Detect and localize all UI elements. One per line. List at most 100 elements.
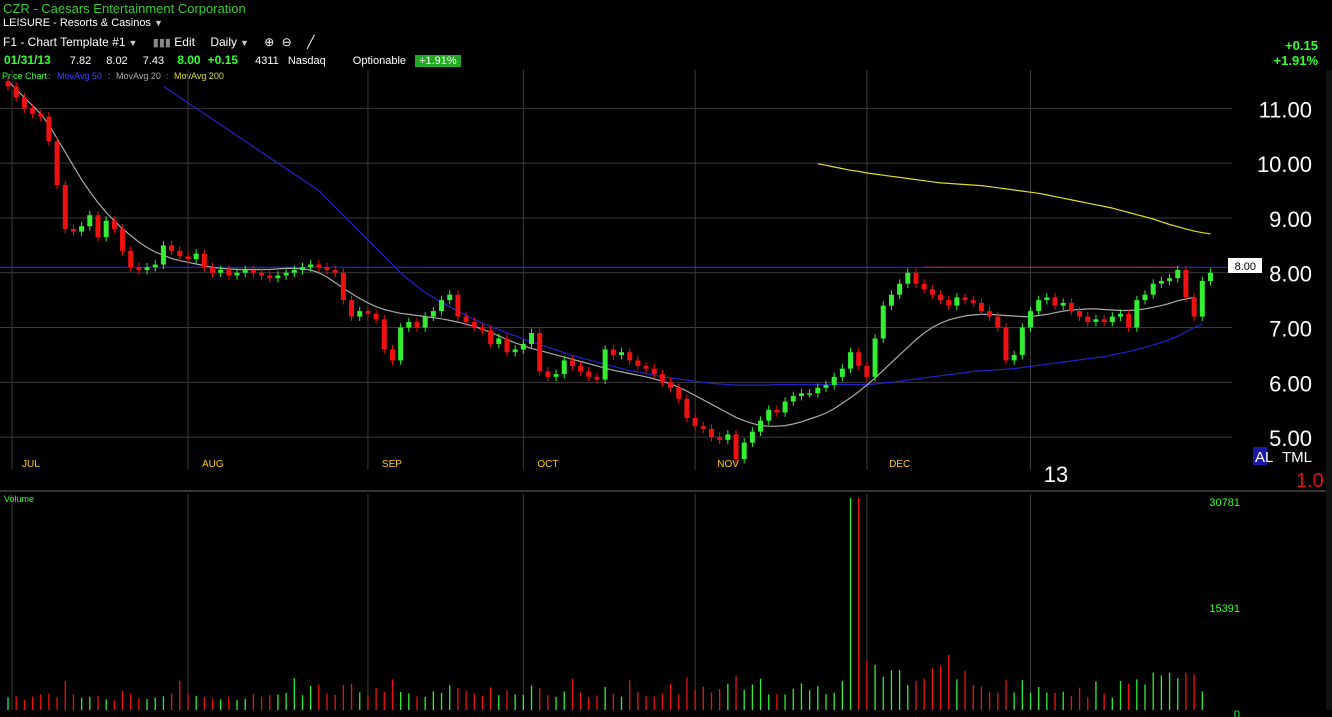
- legend-price: Price Chart: [2, 71, 48, 81]
- header: CZR - Caesars Entertainment Corporation …: [0, 0, 1332, 70]
- candle-body: [888, 294, 894, 306]
- candle: [46, 112, 52, 146]
- change-summary: +0.15 +1.91%: [1274, 38, 1318, 68]
- template-selector[interactable]: F1 - Chart Template #1 ▼: [3, 35, 137, 49]
- candle: [1011, 350, 1017, 365]
- scrollbar[interactable]: [1326, 70, 1332, 710]
- candle-body: [250, 270, 256, 273]
- candle-body: [169, 245, 175, 251]
- candle: [463, 312, 469, 327]
- right-change-pct: +1.91%: [1273, 53, 1318, 68]
- legend-ma20: MovAvg 20: [116, 71, 161, 81]
- candle: [610, 345, 616, 360]
- candle: [815, 383, 821, 398]
- zoom-out-icon[interactable]: ⊖: [281, 35, 292, 49]
- candle-body: [496, 338, 502, 344]
- candle: [643, 361, 649, 374]
- candle-body: [324, 267, 330, 270]
- candle-body: [749, 431, 755, 443]
- candle-body: [553, 374, 559, 377]
- candle-body: [398, 327, 404, 361]
- candle: [185, 251, 191, 264]
- candle: [1101, 314, 1107, 327]
- candle: [87, 210, 93, 231]
- candle: [790, 391, 796, 406]
- candle-body: [790, 396, 796, 402]
- candle-body: [1011, 354, 1017, 361]
- candle-body: [128, 250, 134, 268]
- candle-body: [430, 311, 436, 317]
- candle-body: [447, 294, 453, 301]
- candle-body: [275, 275, 281, 279]
- candle-body: [684, 398, 690, 418]
- candle-body: [1068, 302, 1074, 312]
- candle: [299, 262, 305, 275]
- period-selector[interactable]: Daily ▼: [210, 35, 249, 49]
- candle-body: [741, 442, 747, 460]
- candle: [807, 388, 813, 398]
- candle: [160, 240, 166, 269]
- candle-body: [962, 297, 968, 301]
- candle-body: [283, 272, 289, 276]
- candle: [1036, 295, 1042, 316]
- candle: [1126, 309, 1132, 332]
- sector-label: LEISURE - Resorts & Casinos: [3, 17, 151, 29]
- candle: [978, 298, 984, 316]
- candle: [1117, 309, 1123, 321]
- candle: [234, 268, 240, 280]
- candle: [283, 268, 289, 280]
- candle-body: [340, 272, 346, 301]
- candle: [1158, 276, 1164, 289]
- zoom-in-icon[interactable]: ⊕: [264, 35, 275, 49]
- candle-body: [95, 215, 101, 238]
- candle: [471, 317, 477, 332]
- candle-body: [921, 283, 927, 290]
- al-button[interactable]: AL: [1255, 449, 1273, 466]
- candle-body: [529, 333, 535, 344]
- candle-body: [807, 393, 813, 395]
- candle-body: [30, 108, 36, 114]
- candle: [954, 293, 960, 310]
- candle-body: [1183, 270, 1189, 298]
- candle-body: [471, 322, 477, 328]
- candle-body: [299, 267, 305, 270]
- candle-body: [70, 228, 76, 232]
- candle: [398, 323, 404, 365]
- candle: [848, 347, 854, 374]
- candle-body: [798, 393, 804, 397]
- quote-high: 8.02: [106, 55, 128, 67]
- candle-body: [659, 374, 665, 383]
- candle: [602, 345, 608, 384]
- candle-body: [136, 267, 142, 270]
- sector-selector[interactable]: LEISURE - Resorts & Casinos ▼: [3, 17, 163, 29]
- candle: [218, 265, 224, 278]
- candle: [798, 388, 804, 401]
- draw-tool-icon[interactable]: ╱: [307, 35, 315, 49]
- candle: [38, 109, 44, 121]
- candle-body: [1060, 302, 1066, 306]
- candle-body: [242, 270, 248, 273]
- candle-body: [1134, 300, 1140, 328]
- quote-volume: 4311: [255, 55, 279, 67]
- candle-body: [815, 387, 821, 394]
- quote-close: 8.00: [177, 53, 201, 67]
- quote-open: 7.82: [69, 55, 92, 67]
- candle: [970, 295, 976, 308]
- candle: [373, 309, 379, 324]
- candle: [692, 413, 698, 431]
- candle: [62, 180, 68, 234]
- optionable-label: Optionable: [352, 55, 407, 67]
- month-label: SEP: [382, 459, 402, 470]
- tml-button[interactable]: TML: [1282, 449, 1312, 466]
- candle-body: [766, 409, 772, 421]
- candle: [627, 347, 633, 365]
- candle: [782, 397, 788, 417]
- candle-body: [504, 338, 510, 353]
- candle: [1044, 293, 1050, 305]
- candle-body: [708, 428, 714, 438]
- edit-button[interactable]: ▮▮▮ Edit: [153, 35, 195, 49]
- candle: [545, 366, 551, 382]
- chart-legend: Price Chart : MovAvg 50 : MovAvg 20 : Mo…: [2, 71, 224, 81]
- candle-body: [193, 253, 199, 260]
